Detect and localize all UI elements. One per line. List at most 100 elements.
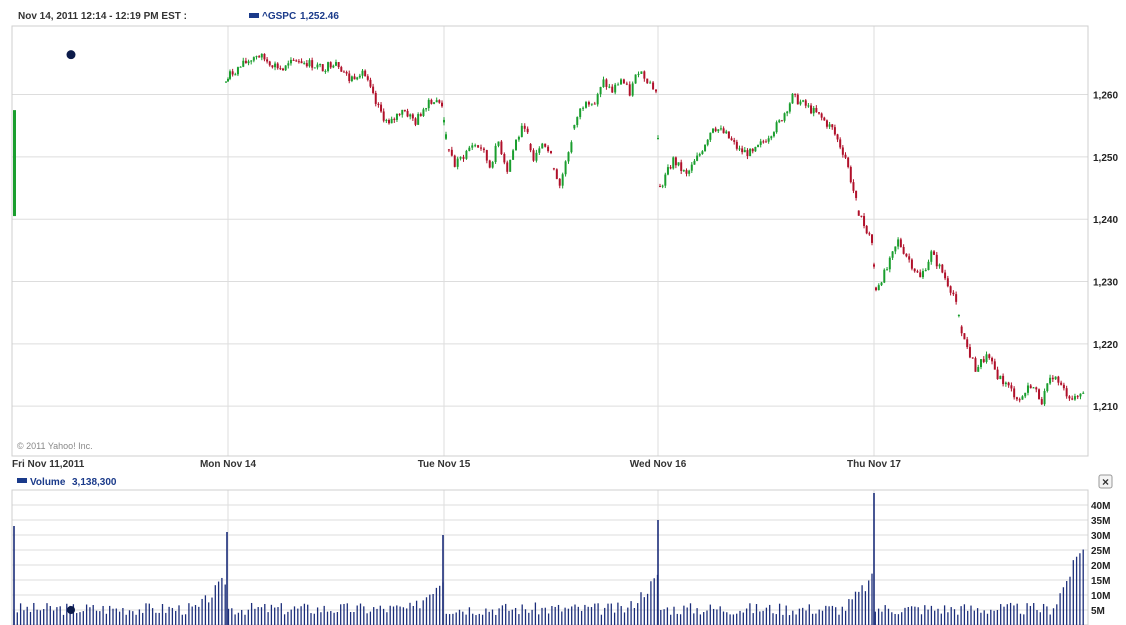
candle-body xyxy=(974,358,977,372)
candle-body xyxy=(924,270,927,272)
close-button-box[interactable] xyxy=(1098,474,1113,489)
candle-body xyxy=(468,147,471,151)
candle-body xyxy=(849,167,852,183)
candle-body xyxy=(541,143,544,149)
candle-body xyxy=(284,65,287,71)
candle-body xyxy=(791,93,794,104)
candle-body xyxy=(482,148,485,151)
candle-body xyxy=(506,162,509,172)
candle-body xyxy=(305,63,308,67)
candle-body xyxy=(767,138,770,142)
candle-body xyxy=(274,63,277,68)
candle-body xyxy=(229,71,231,79)
close-volume-button[interactable]: × xyxy=(1098,474,1113,489)
candle-body xyxy=(1076,396,1079,398)
candle-body xyxy=(599,87,602,95)
candle-body xyxy=(946,278,949,287)
candle-body xyxy=(804,100,807,106)
candle-body xyxy=(1060,382,1063,385)
candle-body xyxy=(485,150,488,161)
candle-body xyxy=(693,160,696,165)
candle-body xyxy=(1082,392,1085,394)
candle-body xyxy=(411,114,414,119)
candle-body xyxy=(677,162,680,166)
candle-body xyxy=(234,74,237,76)
candle-body xyxy=(225,81,227,83)
candle-body xyxy=(401,109,404,115)
candle-body xyxy=(899,239,902,247)
candle-body xyxy=(453,155,456,167)
candle-body xyxy=(916,271,919,273)
candle-body xyxy=(358,75,361,78)
candle-body xyxy=(646,78,649,84)
candle-body xyxy=(503,154,506,163)
candle-body xyxy=(796,94,799,105)
candle-body xyxy=(271,65,274,68)
candle-body xyxy=(456,158,459,167)
volume-y-tick-label: 35M xyxy=(1091,516,1110,527)
candle-body xyxy=(1038,389,1041,400)
candle-body xyxy=(991,357,994,362)
candle-body xyxy=(242,60,245,67)
candle-body xyxy=(550,151,552,154)
volume-y-tick-label: 25M xyxy=(1091,546,1110,557)
candle-body xyxy=(749,148,752,157)
price-candles[interactable] xyxy=(13,53,1085,406)
candle-body xyxy=(1062,384,1065,389)
candle-body xyxy=(1051,377,1054,380)
header-range-label: Nov 14, 2011 12:14 - 12:19 PM EST : xyxy=(18,11,187,22)
candle-body xyxy=(605,79,608,87)
volume-swatch xyxy=(17,478,27,483)
candle-body xyxy=(1015,397,1018,400)
candle-body xyxy=(579,108,582,118)
candle-body xyxy=(289,59,292,64)
candle-body xyxy=(927,261,930,271)
candle-body xyxy=(390,118,393,124)
candle-body xyxy=(1054,376,1057,380)
candle-body xyxy=(403,109,406,111)
candle-body xyxy=(231,71,234,75)
candle-body xyxy=(471,145,474,148)
header-symbol[interactable]: ^GSPC xyxy=(262,11,296,22)
candle-body xyxy=(450,149,453,156)
candle-body xyxy=(661,185,664,187)
close-icon[interactable]: × xyxy=(1102,475,1109,489)
candle-body xyxy=(443,119,445,123)
volume-hover-marker[interactable] xyxy=(67,606,75,614)
candle-body xyxy=(590,103,593,105)
hover-marker[interactable] xyxy=(66,50,76,60)
candle-body xyxy=(772,132,775,137)
candle-body xyxy=(863,216,866,226)
candle-body xyxy=(935,254,938,267)
candle-body xyxy=(725,131,728,134)
candle-body xyxy=(517,136,520,140)
candle-body xyxy=(427,99,430,109)
price-plot-frame xyxy=(11,25,1089,457)
candle-body xyxy=(602,79,605,88)
candle-body xyxy=(757,144,760,147)
x-tick-label: Tue Nov 15 xyxy=(418,459,471,470)
candle-body xyxy=(688,170,691,174)
candle-body xyxy=(1043,391,1046,405)
candle-body xyxy=(685,170,688,174)
candle-body xyxy=(409,114,412,117)
candle-body xyxy=(252,57,255,61)
candle-body xyxy=(844,154,847,158)
candle-body xyxy=(919,272,922,278)
candle-body xyxy=(701,151,704,155)
candle-body xyxy=(802,100,805,102)
candle-body xyxy=(883,269,886,283)
candle-body xyxy=(327,62,330,71)
candle-body xyxy=(955,294,958,302)
candle-body xyxy=(422,109,425,116)
candle-body xyxy=(445,134,447,139)
candle-body xyxy=(587,102,590,105)
candle-body xyxy=(258,56,261,58)
volume-label[interactable]: Volume xyxy=(30,477,66,488)
candle-body xyxy=(1024,392,1027,397)
candle-body xyxy=(775,122,778,133)
candle-body xyxy=(823,117,826,121)
candle-body xyxy=(966,339,969,348)
candle-body xyxy=(952,292,955,295)
candle-body xyxy=(382,111,385,121)
